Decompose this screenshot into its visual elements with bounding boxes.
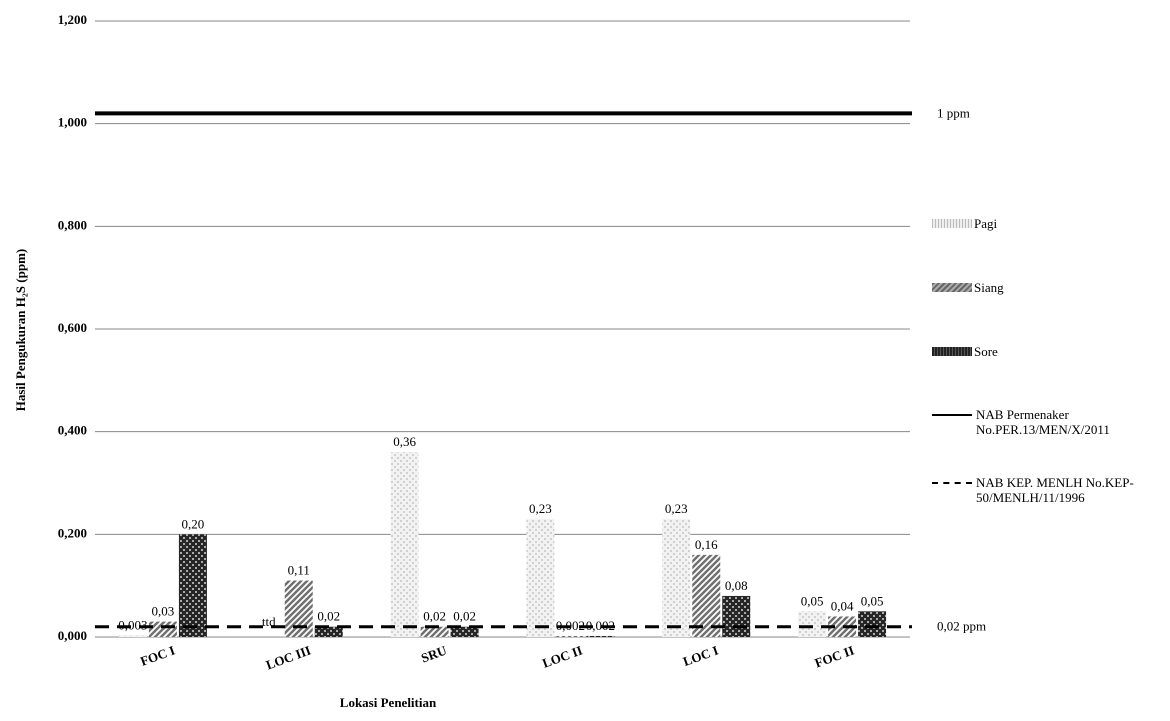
legend-label: Sore — [974, 344, 998, 359]
y-tick-label: 0,800 — [58, 217, 87, 232]
x-tick-label: LOC II — [540, 643, 584, 671]
bar — [284, 580, 313, 637]
legend-label: Siang — [974, 280, 1004, 295]
bar — [450, 626, 479, 637]
data-label: 0,003 — [118, 617, 147, 632]
legend-label: Pagi — [974, 216, 998, 231]
legend-item: NAB Permenaker No.PER.13/MEN/X/2011 — [932, 407, 1136, 437]
x-axis-title: Lokasi Penelitian — [340, 695, 437, 710]
legend-label: NAB Permenaker No.PER.13/MEN/X/2011 — [976, 407, 1110, 437]
bar — [828, 616, 857, 637]
data-label: 0,03 — [152, 604, 175, 619]
bar — [178, 534, 207, 637]
data-label: 0,05 — [861, 593, 884, 608]
reference-label: 0,02 ppm — [937, 619, 986, 634]
bar — [858, 611, 887, 637]
y-tick-label: 0,200 — [58, 525, 87, 540]
data-label: 0,04 — [831, 598, 854, 613]
bar — [556, 635, 585, 637]
y-axis-title: Hasil Pengukuran H₂S (ppm) — [13, 249, 28, 411]
data-label: 0,02 — [453, 609, 476, 624]
bar — [798, 611, 827, 637]
y-tick-label: 0,600 — [58, 320, 87, 335]
bar — [722, 595, 751, 637]
legend-item: NAB KEP. MENLH No.KEP-50/MENLH/11/1996 — [932, 475, 1136, 505]
bar — [420, 626, 449, 637]
data-label: 0,05 — [801, 593, 824, 608]
bar — [586, 635, 615, 637]
bar — [662, 518, 691, 637]
data-label: 0,02 — [317, 609, 340, 624]
y-tick-label: 1,200 — [58, 12, 87, 27]
data-label: 0,36 — [393, 434, 416, 449]
data-label: 0,11 — [288, 563, 310, 578]
data-label: 0,002 — [586, 618, 615, 633]
data-label: 0,20 — [182, 516, 205, 531]
data-label: 0,23 — [665, 501, 688, 516]
bar — [526, 518, 555, 637]
legend-item: Sore — [932, 344, 1134, 359]
x-tick-label: FOC II — [813, 643, 856, 671]
bar — [314, 626, 343, 637]
data-label: 0,23 — [529, 501, 552, 516]
legend-swatch — [932, 219, 972, 228]
y-tick-label: 0,000 — [58, 628, 87, 643]
legend-swatch — [932, 414, 972, 416]
y-tick-label: 1,000 — [58, 115, 87, 130]
legend-swatch — [932, 347, 972, 356]
x-tick-label: SRU — [419, 642, 449, 665]
data-label: 0,16 — [695, 537, 718, 552]
x-tick-label: FOC I — [138, 643, 177, 669]
x-tick-label: LOC I — [681, 643, 720, 670]
legend-label: NAB KEP. MENLH No.KEP-50/MENLH/11/1996 — [976, 475, 1134, 505]
data-label: 0,08 — [725, 578, 748, 593]
y-tick-label: 0,400 — [58, 423, 87, 438]
legend-swatch — [932, 283, 972, 292]
legend-item: Siang — [932, 280, 1134, 295]
data-label: 0,02 — [423, 609, 446, 624]
x-tick-label: LOC III — [264, 643, 313, 673]
bar — [390, 452, 419, 637]
bar — [118, 635, 147, 637]
reference-label: 1 ppm — [937, 105, 970, 120]
bar — [692, 554, 721, 637]
legend-item: Pagi — [932, 216, 1134, 231]
bar — [148, 621, 177, 637]
legend-swatch — [932, 482, 972, 484]
